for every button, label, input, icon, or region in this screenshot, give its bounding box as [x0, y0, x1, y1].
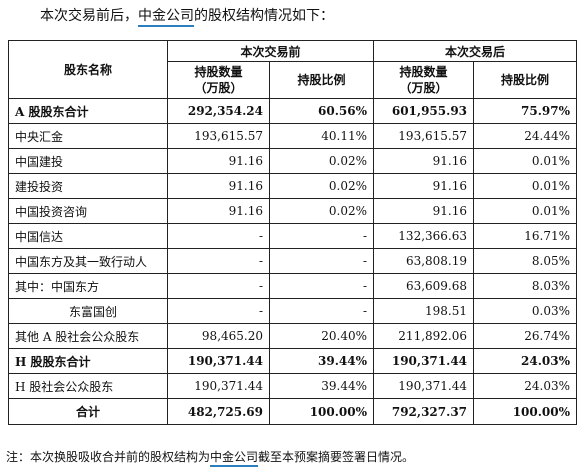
intro-text-before: 本次交易前后， [40, 8, 138, 24]
note-text-after: 截至本预案摘要签署日情况。 [258, 450, 415, 464]
table-row: 中央汇金 193,615.57 40.11% 193,615.57 24.44% [8, 123, 578, 149]
intro-text-after: 的股权结构情况如下： [194, 8, 334, 24]
shareholder-name-cell: 中国信达 [8, 223, 168, 249]
table-row: 中国建投 91.16 0.02% 91.16 0.01% [8, 148, 578, 174]
before-shares-cell: 91.16 [167, 198, 270, 224]
before-ratio-cell: 0.02% [268, 148, 375, 174]
equity-structure-table: 股东名称 本次交易前 本次交易后 持股数量 （万股） 持股比例 持股数量 （万股） … [8, 40, 578, 425]
before-shares-cell: - [167, 273, 270, 299]
after-ratio-cell: 24.03% [473, 373, 578, 399]
header-shareholder-name: 股东名称 [8, 40, 168, 99]
shareholder-name-cell: 中央汇金 [8, 123, 168, 149]
before-ratio-cell: 39.44% [268, 373, 375, 399]
table-row: H 股股东合计 190,371.44 39.44% 190,371.44 24.03% [8, 348, 578, 374]
shareholder-name-cell: 东富国创 [8, 298, 168, 324]
note-text-before: 注：本次换股吸收合并前的股权结构为 [6, 450, 211, 464]
before-ratio-cell: 39.44% [268, 348, 375, 374]
before-shares-cell: 190,371.44 [167, 373, 270, 399]
before-ratio-cell: 0.02% [268, 173, 375, 199]
after-shares-cell: 601,955.93 [373, 98, 475, 124]
after-shares-cell: 63,609.68 [373, 273, 475, 299]
table-footnote: 注：本次换股吸收合并前的股权结构为中金公司截至本预案摘要签署日情况。 [6, 449, 415, 467]
after-ratio-cell: 100.00% [473, 398, 578, 425]
before-shares-cell: - [167, 298, 270, 324]
shareholder-name-cell: 中国投资咨询 [8, 198, 168, 224]
before-ratio-cell: - [268, 273, 375, 299]
after-ratio-cell: 24.03% [473, 348, 578, 374]
before-ratio-cell: 20.40% [268, 323, 375, 349]
header-before-ratio: 持股比例 [268, 61, 375, 99]
after-shares-cell: 792,327.37 [373, 398, 475, 425]
after-shares-cell: 190,371.44 [373, 348, 475, 374]
after-shares-cell: 91.16 [373, 198, 475, 224]
shareholder-name-cell: H 股股东合计 [8, 348, 168, 374]
before-ratio-cell: 100.00% [268, 398, 375, 425]
before-shares-cell: 193,615.57 [167, 123, 270, 149]
table-row: 中国东方及其一致行动人 - -63,808.19 8.05% [8, 248, 578, 274]
after-ratio-cell: 26.74% [473, 323, 578, 349]
after-ratio-cell: 0.01% [473, 198, 578, 224]
table-row: 其中：中国东方 - -63,609.68 8.03% [8, 273, 578, 299]
after-ratio-cell: 75.97% [473, 98, 578, 124]
after-ratio-cell: 0.01% [473, 173, 578, 199]
shareholder-name-cell: 中国建投 [8, 148, 168, 174]
header-after-ratio: 持股比例 [473, 61, 578, 99]
after-shares-cell: 211,892.06 [373, 323, 475, 349]
before-shares-cell: 91.16 [167, 148, 270, 174]
after-ratio-cell: 0.03% [473, 298, 578, 324]
before-shares-cell: 482,725.69 [167, 398, 270, 425]
before-ratio-cell: - [268, 298, 375, 324]
header-after-transaction: 本次交易后 [373, 40, 578, 62]
shareholder-name-cell: 合计 [8, 398, 168, 425]
after-shares-cell: 198.51 [373, 298, 475, 324]
after-shares-cell: 91.16 [373, 148, 475, 174]
note-highlighted-company-link[interactable]: 中金公司 [210, 450, 259, 467]
before-shares-cell: - [167, 223, 270, 249]
after-ratio-cell: 8.03% [473, 273, 578, 299]
header-before-transaction: 本次交易前 [166, 40, 375, 62]
table-row: A 股股东合计 292,354.24 60.56% 601,955.93 75.97% [8, 98, 578, 124]
before-ratio-cell: 0.02% [268, 198, 375, 224]
before-ratio-cell: 40.11% [268, 123, 375, 149]
table-row: 东富国创 - -198.51 0.03% [8, 298, 578, 324]
table-row: 合计 482,725.69 100.00% 792,327.37 100.00% [8, 398, 578, 425]
after-ratio-cell: 24.44% [473, 123, 578, 149]
shareholder-name-cell: A 股股东合计 [8, 98, 168, 124]
highlighted-company-link[interactable]: 中金公司 [138, 8, 194, 27]
after-shares-cell: 91.16 [373, 173, 475, 199]
shareholder-name-cell: H 股社会公众股东 [8, 373, 168, 399]
intro-paragraph: 本次交易前后，中金公司的股权结构情况如下： [40, 6, 334, 27]
before-ratio-cell: 60.56% [268, 98, 375, 124]
shareholder-name-cell: 建投投资 [8, 173, 168, 199]
header-after-shares: 持股数量 （万股） [373, 61, 475, 99]
before-ratio-cell: - [268, 223, 375, 249]
table-row: 建投投资 91.16 0.02% 91.16 0.01% [8, 173, 578, 199]
before-ratio-cell: - [268, 248, 375, 274]
shareholder-name-cell: 中国东方及其一致行动人 [8, 248, 168, 274]
after-shares-cell: 193,615.57 [373, 123, 475, 149]
after-shares-cell: 63,808.19 [373, 248, 475, 274]
after-ratio-cell: 8.05% [473, 248, 578, 274]
shareholder-name-cell: 其中：中国东方 [8, 273, 168, 299]
before-shares-cell: - [167, 248, 270, 274]
after-shares-cell: 132,366.63 [373, 223, 475, 249]
table-row: H 股社会公众股东 190,371.44 39.44% 190,371.44 24.03… [8, 373, 578, 399]
table-row: 中国投资咨询 91.16 0.02% 91.16 0.01% [8, 198, 578, 224]
after-shares-cell: 190,371.44 [373, 373, 475, 399]
before-shares-cell: 190,371.44 [167, 348, 270, 374]
before-shares-cell: 91.16 [167, 173, 270, 199]
table-row: 其他 A 股社会公众股东 98,465.20 20.40% 211,892.06 26.… [8, 323, 578, 349]
header-before-shares: 持股数量 （万股） [167, 61, 270, 99]
after-ratio-cell: 16.71% [473, 223, 578, 249]
before-shares-cell: 98,465.20 [167, 323, 270, 349]
shareholder-name-cell: 其他 A 股社会公众股东 [8, 323, 168, 349]
table-row: 中国信达 - -132,366.63 16.71% [8, 223, 578, 249]
after-ratio-cell: 0.01% [473, 148, 578, 174]
before-shares-cell: 292,354.24 [167, 98, 270, 124]
